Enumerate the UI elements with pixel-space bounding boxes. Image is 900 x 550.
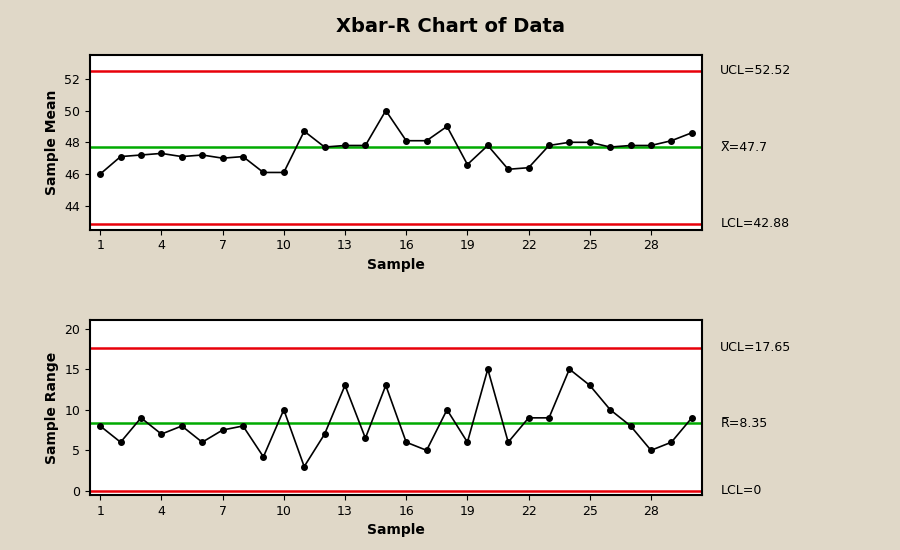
Y-axis label: Sample Mean: Sample Mean	[45, 90, 58, 195]
Text: Xbar-R Chart of Data: Xbar-R Chart of Data	[336, 16, 564, 36]
Text: LCL=0: LCL=0	[720, 485, 761, 497]
Text: LCL=42.88: LCL=42.88	[720, 217, 789, 230]
Text: UCL=52.52: UCL=52.52	[720, 64, 792, 77]
Text: X̅=47.7: X̅=47.7	[720, 141, 768, 153]
X-axis label: Sample: Sample	[367, 523, 425, 537]
Text: UCL=17.65: UCL=17.65	[720, 341, 792, 354]
X-axis label: Sample: Sample	[367, 258, 425, 272]
Y-axis label: Sample Range: Sample Range	[45, 351, 58, 464]
Text: R̅=8.35: R̅=8.35	[720, 417, 768, 430]
